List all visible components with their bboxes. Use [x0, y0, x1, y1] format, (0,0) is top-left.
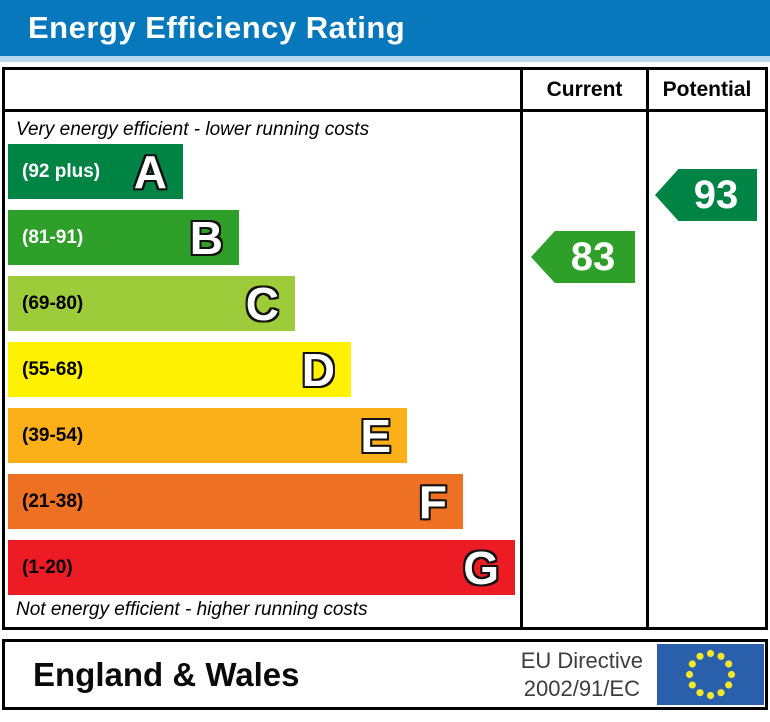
band-c: (69-80) C	[8, 276, 295, 331]
band-d-range: (55-68)	[22, 358, 84, 380]
band-c-letter: C	[245, 277, 279, 330]
eu-directive-line1: EU Directive	[520, 648, 643, 673]
band-a: (92 plus) A	[8, 144, 183, 199]
title-bar: Energy Efficiency Rating	[0, 0, 770, 62]
header-spacer-cell	[5, 70, 520, 112]
current-rating-arrow: 83	[531, 231, 635, 283]
region-label: England & Wales	[33, 655, 300, 693]
band-b: (81-91) B	[8, 210, 239, 265]
rating-table: Current Potential Very energy efficient …	[2, 67, 768, 630]
band-d-letter: D	[301, 343, 335, 396]
eu-flag-icon	[657, 644, 764, 705]
band-f-range: (21-38)	[22, 490, 84, 512]
bands-area: Very energy efficient - lower running co…	[5, 112, 520, 627]
current-value-cell: 83	[520, 112, 646, 627]
potential-rating-arrow: 93	[655, 169, 757, 221]
band-list: (92 plus) A (81-91) B (69-80) C (55-68) …	[8, 144, 515, 606]
band-e-range: (39-54)	[22, 424, 84, 446]
footer: England & Wales EU Directive 2002/91/EC	[2, 639, 768, 710]
band-g: (1-20) G	[8, 540, 515, 595]
potential-value-cell: 93	[646, 112, 765, 627]
page-title: Energy Efficiency Rating	[28, 10, 406, 45]
potential-rating-value: 93	[693, 172, 739, 217]
band-e: (39-54) E	[8, 408, 407, 463]
band-f-letter: F	[418, 475, 447, 528]
band-e-letter: E	[360, 409, 391, 462]
band-f: (21-38) F	[8, 474, 463, 529]
current-column-header: Current	[520, 70, 646, 112]
bottom-note: Not energy efficient - higher running co…	[16, 599, 368, 620]
current-rating-value: 83	[570, 234, 616, 279]
band-g-range: (1-20)	[22, 556, 73, 578]
top-note: Very energy efficient - lower running co…	[16, 119, 370, 140]
potential-column-header: Potential	[646, 70, 765, 112]
band-c-range: (69-80)	[22, 292, 84, 314]
eu-directive-line2: 2002/91/EC	[523, 675, 640, 701]
band-g-letter: G	[463, 541, 499, 594]
band-d: (55-68) D	[8, 342, 351, 397]
band-b-letter: B	[189, 211, 223, 264]
band-b-range: (81-91)	[22, 226, 84, 248]
band-a-letter: A	[133, 145, 167, 198]
eu-directive-label: EU Directive 2002/91/EC	[521, 647, 643, 702]
band-a-range: (92 plus)	[22, 160, 101, 182]
